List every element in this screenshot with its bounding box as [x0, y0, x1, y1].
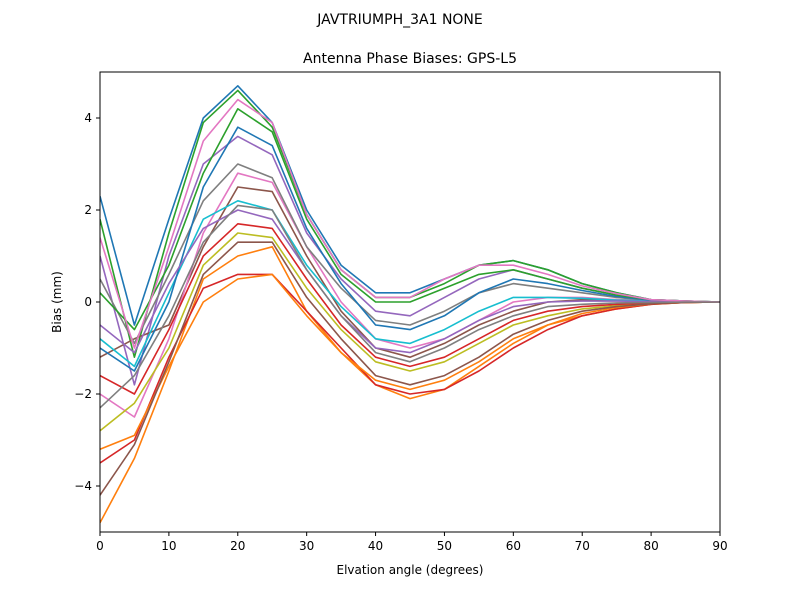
y-tick-label: 0: [84, 295, 92, 309]
y-tick-label: 2: [84, 203, 92, 217]
y-axis-label: Bias (mm): [50, 271, 64, 333]
y-axis: −4 −2 0 2 4: [74, 111, 100, 493]
x-tick-label: 30: [299, 539, 314, 553]
figure-suptitle: JAVTRIUMPH_3A1 NONE: [316, 12, 483, 28]
series-line: [100, 98, 720, 349]
series-line: [100, 200, 720, 368]
series-line: [100, 223, 720, 395]
series-line: [100, 126, 720, 372]
y-tick-label: −2: [74, 387, 92, 401]
chart-title: Antenna Phase Biases: GPS-L5: [303, 51, 517, 67]
x-tick-label: 40: [368, 539, 383, 553]
x-tick-label: 90: [712, 539, 727, 553]
x-tick-label: 10: [161, 539, 176, 553]
series-line: [100, 241, 720, 496]
y-tick-label: 4: [84, 111, 92, 125]
y-tick-label: −4: [74, 479, 92, 493]
series-line: [100, 273, 720, 450]
x-tick-label: 70: [575, 539, 590, 553]
series-line: [100, 209, 720, 354]
series-line: [100, 163, 720, 345]
series-line: [100, 232, 720, 432]
x-tick-label: 50: [437, 539, 452, 553]
series-line: [100, 108, 720, 331]
series-group: [100, 85, 720, 524]
x-tick-label: 20: [230, 539, 245, 553]
x-axis: 0 10 20 30 40 50 60 70 80 90: [96, 532, 728, 553]
x-tick-label: 80: [643, 539, 658, 553]
series-line: [100, 204, 720, 409]
x-axis-label: Elvation angle (degrees): [337, 563, 484, 577]
series-line: [100, 273, 720, 464]
x-tick-label: 60: [506, 539, 521, 553]
series-line: [100, 186, 720, 359]
x-tick-label: 0: [96, 539, 104, 553]
